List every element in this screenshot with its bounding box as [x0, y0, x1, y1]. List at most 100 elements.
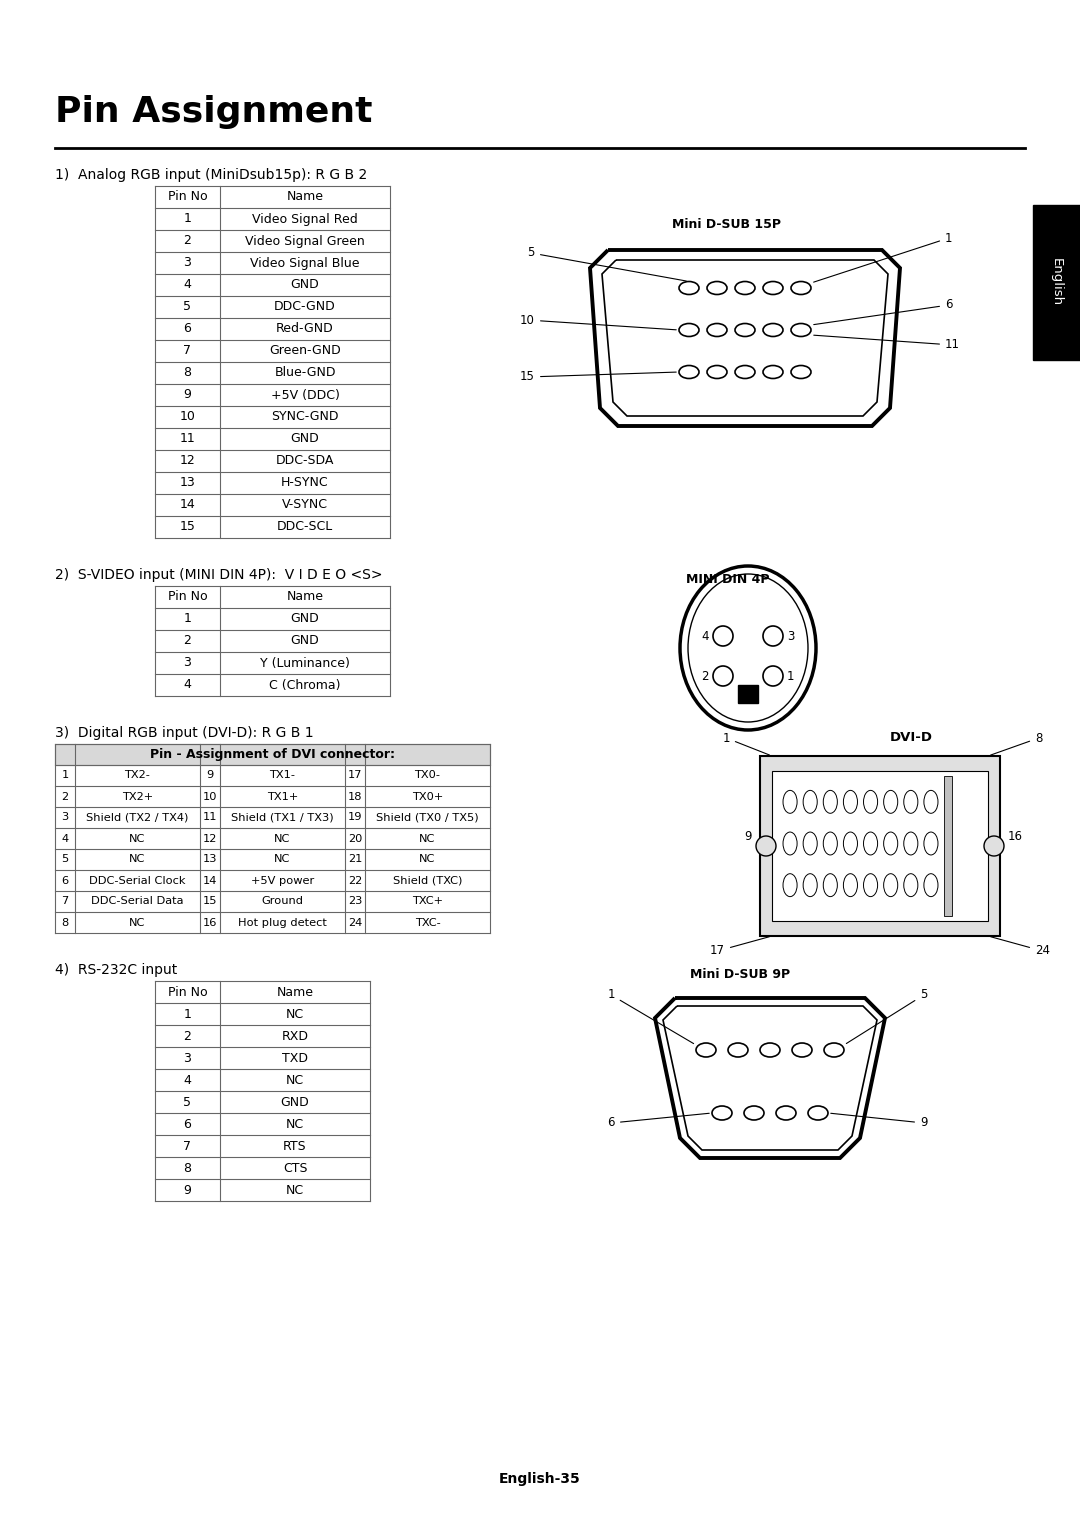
Text: GND: GND — [291, 432, 320, 446]
Text: TX2-: TX2- — [124, 771, 150, 780]
Circle shape — [984, 835, 1004, 857]
Text: SYNC-GND: SYNC-GND — [271, 411, 339, 423]
Text: TX1+: TX1+ — [267, 791, 298, 802]
Text: +5V power: +5V power — [251, 875, 314, 886]
Text: 4: 4 — [184, 1073, 191, 1087]
Text: 1: 1 — [184, 612, 191, 626]
Text: 14: 14 — [179, 498, 195, 512]
Text: 11: 11 — [203, 812, 217, 823]
Text: H-SYNC: H-SYNC — [281, 476, 328, 490]
Text: NC: NC — [130, 918, 146, 927]
Text: MINI DIN 4P: MINI DIN 4P — [686, 573, 769, 586]
Text: RTS: RTS — [283, 1139, 307, 1153]
Text: 4: 4 — [184, 678, 191, 692]
Text: 11: 11 — [179, 432, 195, 446]
Text: Video Signal Red: Video Signal Red — [252, 212, 357, 226]
Text: 15: 15 — [521, 371, 676, 383]
Text: 2: 2 — [184, 1029, 191, 1043]
Bar — [944, 776, 951, 916]
Text: TXD: TXD — [282, 1052, 308, 1064]
Text: 13: 13 — [203, 855, 217, 864]
Text: 5: 5 — [847, 988, 928, 1043]
Text: Shield (TX2 / TX4): Shield (TX2 / TX4) — [86, 812, 189, 823]
Text: TX0-: TX0- — [415, 771, 441, 780]
Text: GND: GND — [291, 612, 320, 626]
Text: 10: 10 — [179, 411, 195, 423]
Text: 19: 19 — [348, 812, 362, 823]
Text: 2: 2 — [702, 669, 708, 683]
Text: 7: 7 — [62, 896, 69, 907]
Text: 8: 8 — [184, 366, 191, 380]
Text: V-SYNC: V-SYNC — [282, 498, 328, 512]
Text: 3: 3 — [184, 1052, 191, 1064]
Text: 24: 24 — [990, 936, 1050, 957]
Text: Mini D-SUB 9P: Mini D-SUB 9P — [690, 968, 791, 980]
Text: 20: 20 — [348, 834, 362, 843]
Text: GND: GND — [291, 635, 320, 647]
Bar — [1032, 205, 1080, 360]
Text: Shield (TX1 / TX3): Shield (TX1 / TX3) — [231, 812, 334, 823]
Text: NC: NC — [286, 1008, 305, 1020]
Text: 1: 1 — [787, 669, 795, 683]
Text: TX1-: TX1- — [270, 771, 296, 780]
Text: 12: 12 — [203, 834, 217, 843]
Text: 1: 1 — [62, 771, 69, 780]
Text: 11: 11 — [813, 336, 960, 351]
Text: 3)  Digital RGB input (DVI-D): R G B 1: 3) Digital RGB input (DVI-D): R G B 1 — [55, 725, 313, 741]
Bar — [55, 744, 490, 765]
Text: 15: 15 — [179, 521, 195, 533]
Text: 6: 6 — [62, 875, 68, 886]
Text: Pin No: Pin No — [167, 191, 207, 203]
Text: 6: 6 — [184, 1118, 191, 1130]
Text: 4: 4 — [62, 834, 68, 843]
Text: 3: 3 — [184, 257, 191, 269]
Text: TXC+: TXC+ — [411, 896, 443, 907]
Text: 2: 2 — [184, 635, 191, 647]
Text: GND: GND — [291, 278, 320, 292]
Bar — [772, 771, 988, 921]
Text: 17: 17 — [348, 771, 362, 780]
Text: 9: 9 — [184, 1183, 191, 1197]
Text: 5: 5 — [184, 301, 191, 313]
Text: Green-GND: Green-GND — [269, 345, 341, 357]
Text: 21: 21 — [348, 855, 362, 864]
Text: NC: NC — [274, 855, 291, 864]
Text: Shield (TX0 / TX5): Shield (TX0 / TX5) — [376, 812, 478, 823]
Text: 9: 9 — [744, 829, 752, 843]
Text: 10: 10 — [521, 313, 676, 330]
Text: 7: 7 — [184, 1139, 191, 1153]
Text: Ground: Ground — [261, 896, 303, 907]
Text: 3: 3 — [62, 812, 69, 823]
Text: C (Chroma): C (Chroma) — [269, 678, 341, 692]
Text: 4)  RS-232C input: 4) RS-232C input — [55, 964, 177, 977]
Text: NC: NC — [130, 855, 146, 864]
Text: 5: 5 — [184, 1095, 191, 1109]
Text: 1: 1 — [607, 988, 693, 1043]
Text: 1: 1 — [723, 731, 769, 754]
Text: 1)  Analog RGB input (MiniDsub15p): R G B 2: 1) Analog RGB input (MiniDsub15p): R G B… — [55, 168, 367, 182]
Text: 3: 3 — [787, 629, 795, 643]
Text: 18: 18 — [348, 791, 362, 802]
Text: Name: Name — [276, 985, 313, 999]
Text: 2)  S-VIDEO input (MINI DIN 4P):  V I D E O <S>: 2) S-VIDEO input (MINI DIN 4P): V I D E … — [55, 568, 382, 582]
Bar — [760, 756, 1000, 936]
Bar — [738, 686, 758, 702]
Text: 10: 10 — [203, 791, 217, 802]
Text: Name: Name — [286, 591, 324, 603]
Text: RXD: RXD — [282, 1029, 309, 1043]
Text: Blue-GND: Blue-GND — [274, 366, 336, 380]
Text: Shield (TXC): Shield (TXC) — [393, 875, 462, 886]
Text: NC: NC — [419, 834, 435, 843]
Text: 16: 16 — [1008, 829, 1023, 843]
Text: +5V (DDC): +5V (DDC) — [271, 388, 339, 402]
Text: 4: 4 — [702, 629, 708, 643]
Text: Pin - Assignment of DVI connector:: Pin - Assignment of DVI connector: — [150, 748, 395, 760]
Text: 1: 1 — [184, 1008, 191, 1020]
Text: GND: GND — [281, 1095, 309, 1109]
Text: Pin No: Pin No — [167, 985, 207, 999]
Text: 2: 2 — [62, 791, 68, 802]
Text: DDC-Serial Data: DDC-Serial Data — [91, 896, 184, 907]
Circle shape — [756, 835, 777, 857]
Text: 12: 12 — [179, 455, 195, 467]
Text: English: English — [1050, 258, 1063, 307]
